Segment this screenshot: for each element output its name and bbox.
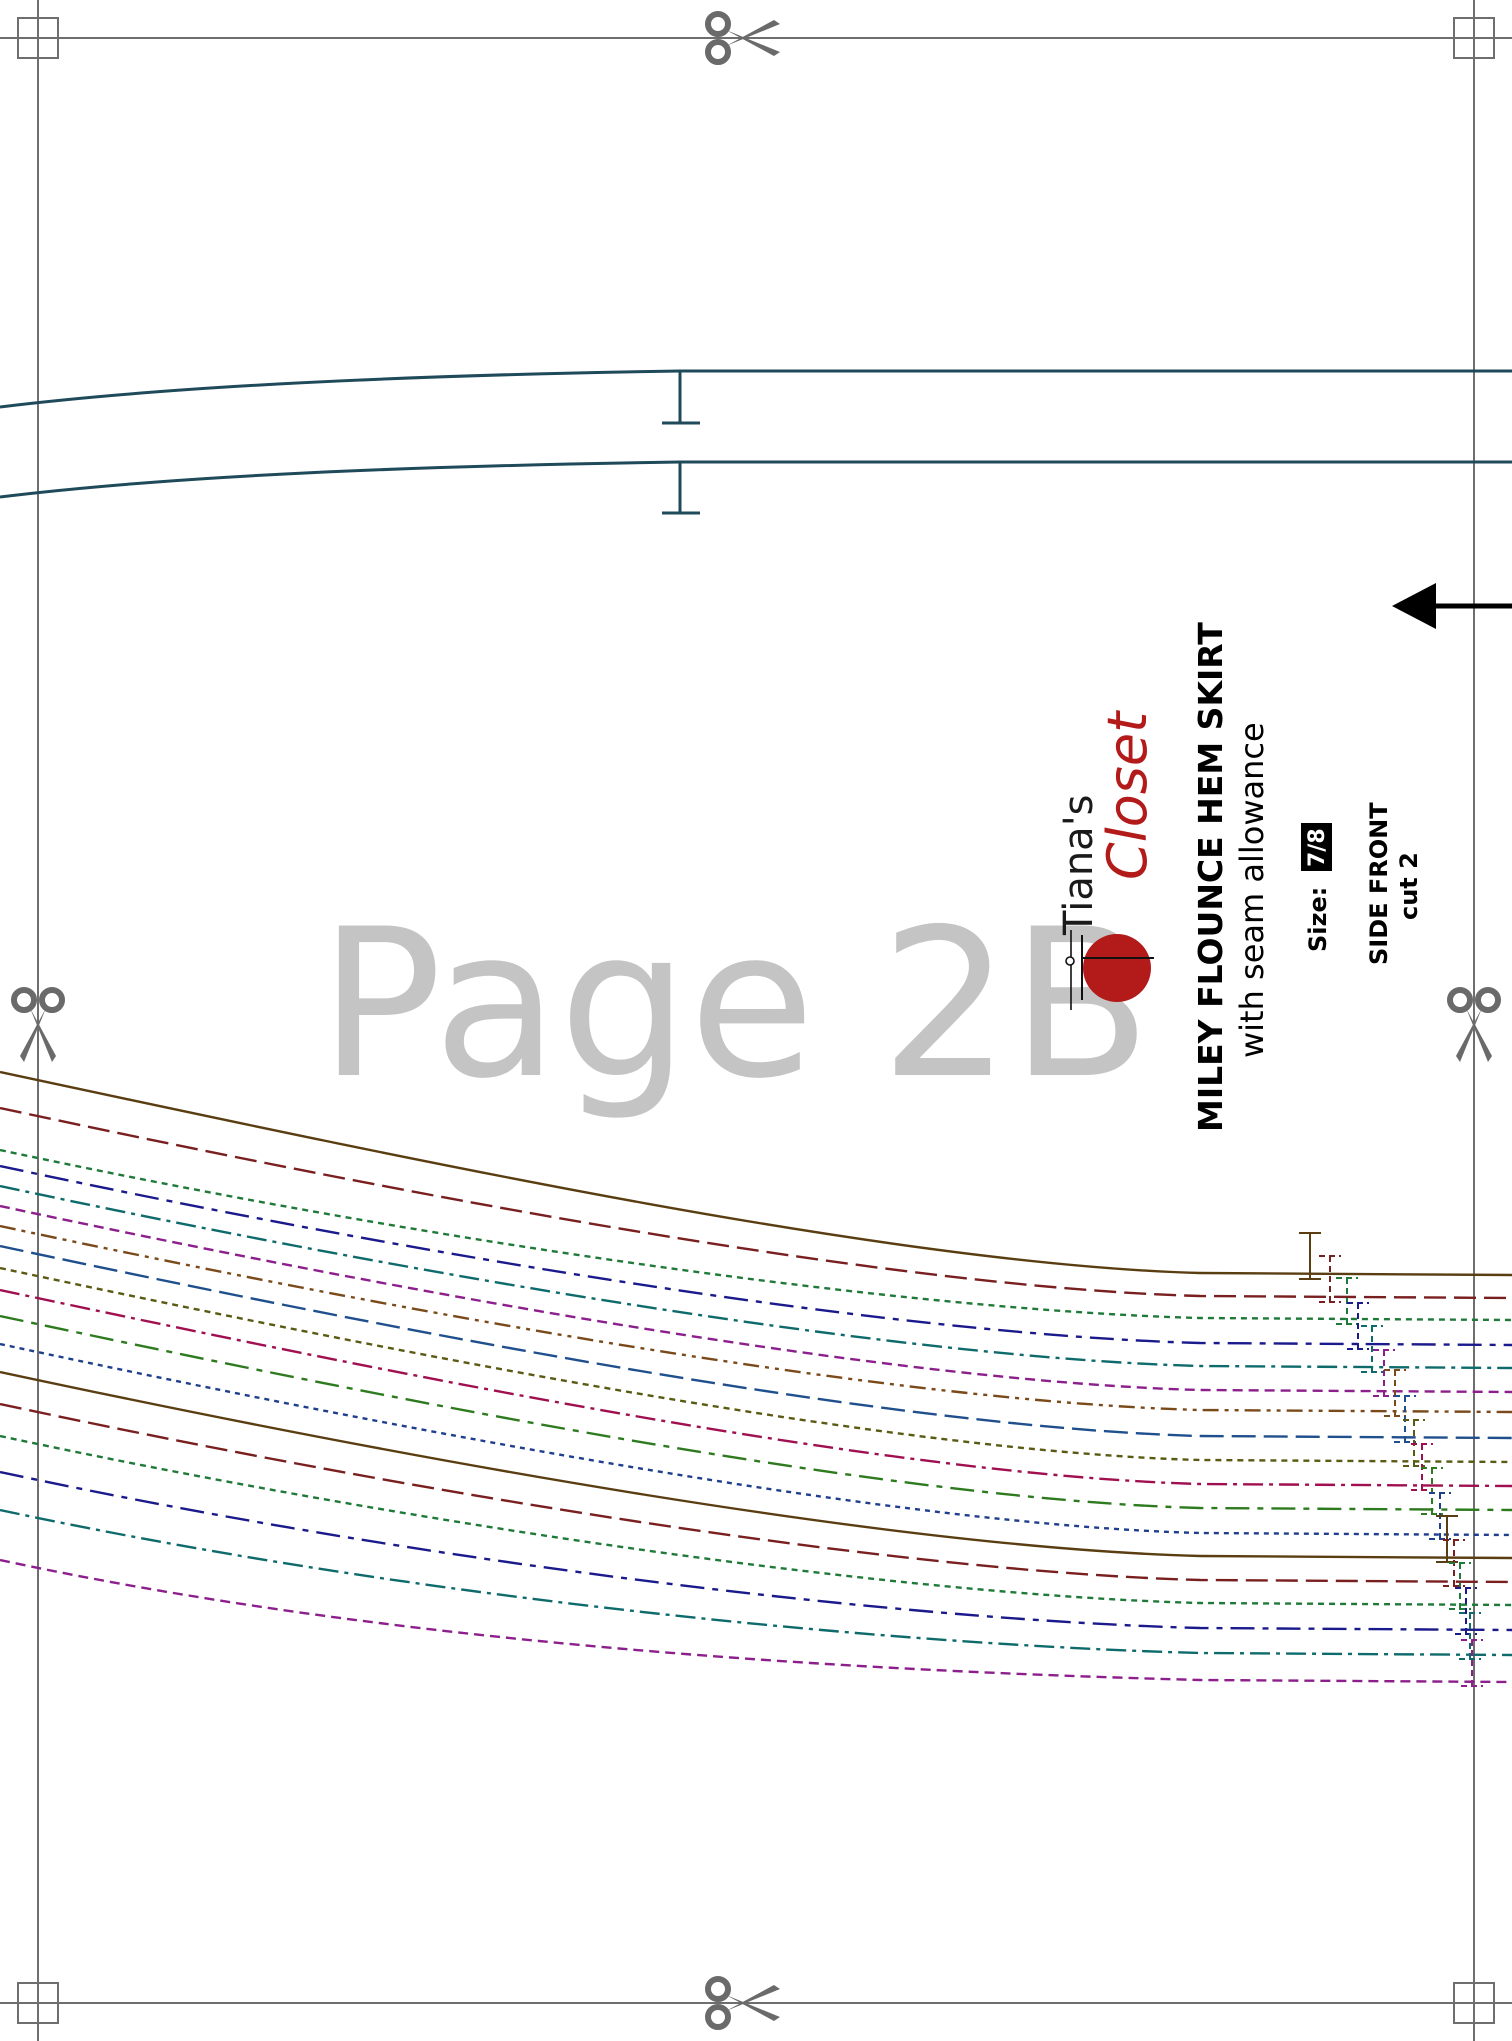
pattern-subtitle: with seam allowance	[1233, 722, 1271, 1058]
hem-notch-mark	[1319, 1255, 1341, 1303]
hem-line	[0, 1434, 1512, 1607]
hem-notch-mark	[1421, 1467, 1443, 1515]
brand-line2: Closet	[1096, 710, 1159, 880]
pattern-title-block: MILEY FLOUNCE HEM SKIRT with seam allowa…	[1191, 622, 1423, 1132]
waistline-pattern-lines	[0, 369, 1512, 515]
hem-line	[0, 1266, 1512, 1464]
registration-mark-icon	[17, 17, 1495, 2024]
hem-notch-mark	[1459, 1612, 1481, 1660]
hem-line	[0, 1558, 1512, 1684]
hem-notch-mark	[1384, 1369, 1406, 1417]
hem-line	[0, 1184, 1512, 1370]
hem-notch-mark	[1361, 1325, 1383, 1373]
hem-line	[0, 1370, 1512, 1560]
hem-notch-mark	[1336, 1277, 1358, 1325]
hem-line	[0, 1244, 1512, 1440]
hem-line	[0, 1402, 1512, 1584]
piece-name: SIDE FRONT	[1365, 802, 1393, 965]
brand-line1: Tiana's	[1056, 794, 1102, 936]
size-label: Size:	[1304, 887, 1332, 952]
dress-form-icon	[1065, 930, 1154, 1010]
hem-line	[0, 1070, 1512, 1277]
size-value: 7/8	[1305, 828, 1330, 867]
hem-line	[0, 1164, 1512, 1347]
hem-line	[0, 1204, 1512, 1394]
hem-line	[0, 1314, 1512, 1512]
hem-line	[0, 1148, 1512, 1322]
hem-line	[0, 1106, 1512, 1300]
hem-line	[0, 1224, 1512, 1414]
grainline-arrow-icon	[1392, 583, 1512, 629]
hem-line	[0, 1470, 1512, 1632]
hem-notch-mark	[1347, 1302, 1369, 1350]
hem-line	[0, 1288, 1512, 1488]
hem-line	[0, 1342, 1512, 1537]
page-label-watermark: Page 2B	[319, 886, 1152, 1124]
brand-logo: Tiana's Closet	[1056, 710, 1159, 1010]
hem-notch-mark	[1461, 1639, 1483, 1687]
cut-instruction: cut 2	[1395, 852, 1423, 920]
pattern-title: MILEY FLOUNCE HEM SKIRT	[1191, 622, 1230, 1132]
hem-line	[0, 1508, 1512, 1657]
hem-notch-mark	[1373, 1349, 1395, 1397]
size-value-highlight	[1301, 823, 1332, 871]
hem-notch-mark	[1299, 1232, 1321, 1280]
hem-notch-mark	[1449, 1562, 1471, 1610]
hem-size-lines	[0, 1070, 1512, 1687]
hem-notch-mark	[1455, 1587, 1477, 1635]
